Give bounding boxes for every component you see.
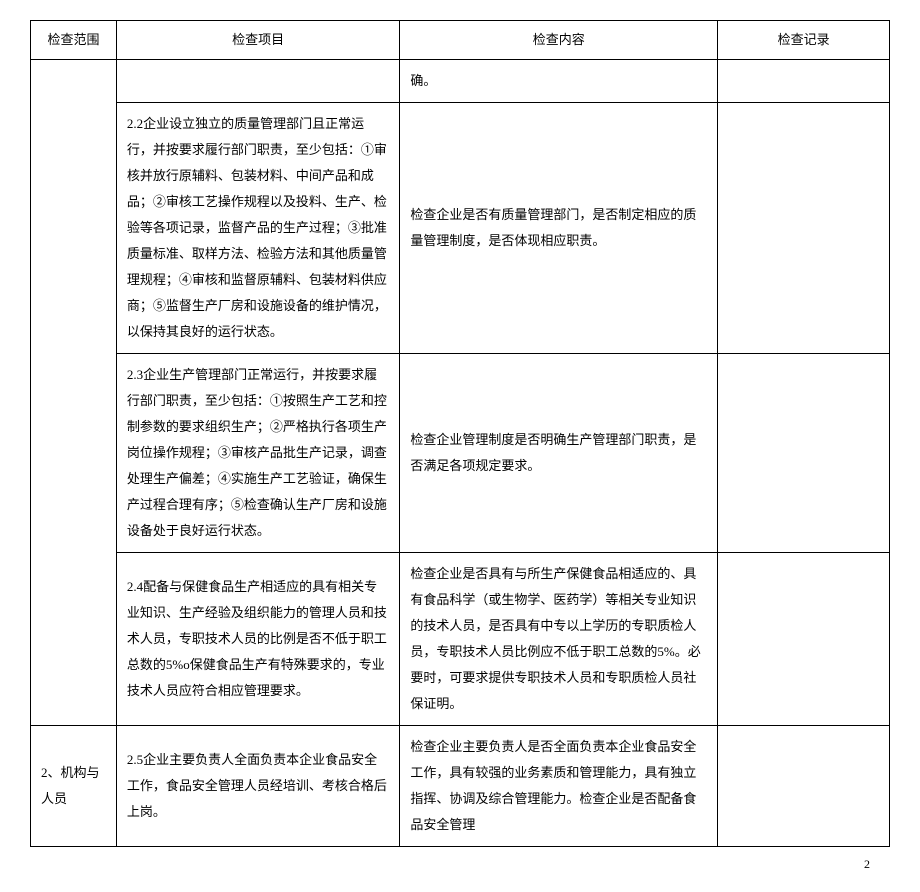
header-scope: 检查范围: [31, 21, 117, 60]
cell-content: 检查企业主要负责人是否全面负责本企业食品安全工作，具有较强的业务素质和管理能力，…: [400, 726, 718, 847]
cell-record: [718, 553, 890, 726]
cell-record: [718, 103, 890, 354]
cell-record: [718, 354, 890, 553]
table-row: 2.4配备与保健食品生产相适应的具有相关专业知识、生产经验及组织能力的管理人员和…: [31, 553, 890, 726]
page-number: 2: [30, 857, 890, 872]
cell-record: [718, 60, 890, 103]
header-record: 检查记录: [718, 21, 890, 60]
table-row: 2.3企业生产管理部门正常运行，并按要求履行部门职责，至少包括：①按照生产工艺和…: [31, 354, 890, 553]
cell-item: 2.4配备与保健食品生产相适应的具有相关专业知识、生产经验及组织能力的管理人员和…: [116, 553, 399, 726]
header-item: 检查项目: [116, 21, 399, 60]
cell-item: 2.2企业设立独立的质量管理部门且正常运行，并按要求履行部门职责，至少包括：①审…: [116, 103, 399, 354]
table-row: 确。: [31, 60, 890, 103]
cell-item: 2.3企业生产管理部门正常运行，并按要求履行部门职责，至少包括：①按照生产工艺和…: [116, 354, 399, 553]
header-content: 检查内容: [400, 21, 718, 60]
cell-content: 检查企业是否具有与所生产保健食品相适应的、具有食品科学（或生物学、医药学）等相关…: [400, 553, 718, 726]
cell-scope: 2、机构与人员: [31, 726, 117, 847]
cell-content: 检查企业是否有质量管理部门，是否制定相应的质量管理制度，是否体现相应职责。: [400, 103, 718, 354]
cell-content: 确。: [400, 60, 718, 103]
cell-content: 检查企业管理制度是否明确生产管理部门职责，是否满足各项规定要求。: [400, 354, 718, 553]
table-header-row: 检查范围 检查项目 检查内容 检查记录: [31, 21, 890, 60]
cell-item: 2.5企业主要负责人全面负责本企业食品安全工作，食品安全管理人员经培训、考核合格…: [116, 726, 399, 847]
cell-record: [718, 726, 890, 847]
inspection-table: 检查范围 检查项目 检查内容 检查记录 确。 2.2企业设立独立的质量管理部门且…: [30, 20, 890, 847]
table-row: 2.2企业设立独立的质量管理部门且正常运行，并按要求履行部门职责，至少包括：①审…: [31, 103, 890, 354]
cell-item: [116, 60, 399, 103]
cell-scope: [31, 60, 117, 726]
table-row: 2、机构与人员 2.5企业主要负责人全面负责本企业食品安全工作，食品安全管理人员…: [31, 726, 890, 847]
